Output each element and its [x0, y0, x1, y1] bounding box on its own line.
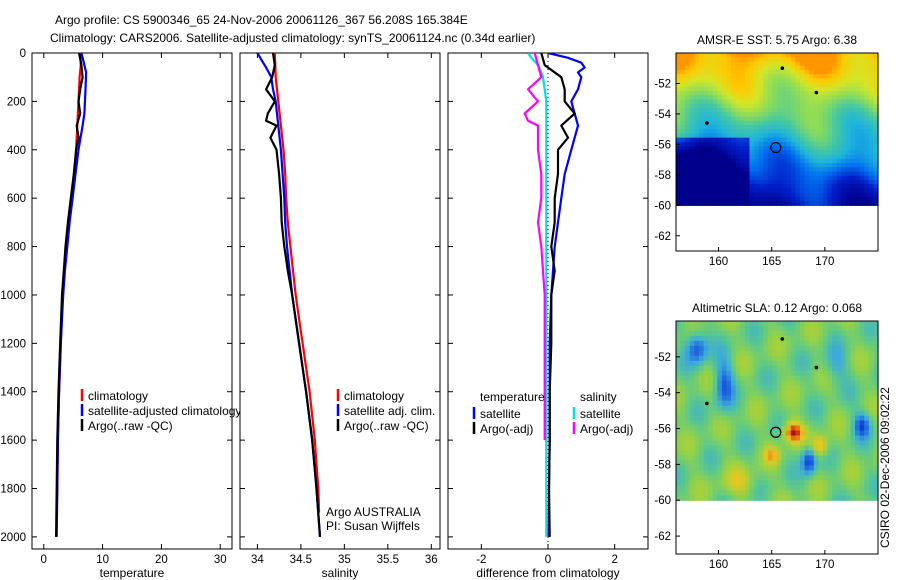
map-title: AMSR-E SST: 5.75 Argo: 6.38 [697, 33, 857, 47]
legend: temperaturesatelliteArgo(-adj)salinitysa… [472, 390, 633, 436]
axes-box [239, 52, 441, 550]
y-tick-label: -58 [654, 170, 671, 182]
x-tick-label: 160 [709, 559, 728, 571]
y-tick-label: 400 [7, 145, 26, 157]
axes-box [31, 52, 233, 550]
figure-title-line1: Argo profile: CS 5900346_65 24-Nov-2006 … [55, 13, 468, 27]
legend-label: satellite-adjusted climatology [88, 404, 241, 418]
argo-location-marker [770, 141, 782, 154]
island-marker [814, 365, 819, 370]
y-tick-label: -60 [654, 200, 671, 212]
x-tick-label: 170 [815, 559, 834, 571]
island-marker [780, 66, 785, 71]
island-marker [705, 401, 709, 406]
y-tick-label: 800 [7, 242, 26, 254]
map-panel-sst_map: 160 165 170 -52 -54 -56 -58 -60 -62 AMSR-E SST: 5… [654, 33, 879, 268]
y-tick-label: -56 [654, 139, 671, 151]
timestamp-stamp: CSIRO 02-Dec-2006 09:02:22 [878, 387, 892, 548]
series-line-temperature-argo-adj- [540, 53, 576, 537]
series-group [256, 53, 322, 537]
legend-label: Argo(..raw -QC) [88, 419, 173, 433]
y-tick-label: 1600 [0, 435, 26, 447]
y-tick-label: 0 [20, 48, 26, 60]
heatmap-cells [676, 53, 879, 206]
x-axis-label: difference from climatology [476, 566, 619, 580]
x-tick-label: 160 [709, 256, 728, 268]
legend-label: Argo(-adj) [580, 422, 633, 436]
x-tick-label: 35.5 [377, 554, 399, 566]
y-tick-label: 2000 [0, 532, 26, 544]
legend-label: satellite [480, 407, 521, 421]
legend-label: satellite [580, 407, 621, 421]
y-tick-label: 1400 [0, 387, 26, 399]
y-tick-label: -60 [654, 495, 671, 507]
series-group [55, 53, 88, 537]
y-tick-label: 200 [7, 96, 26, 108]
legend-label: climatology [88, 389, 148, 403]
series-group [523, 53, 586, 537]
x-tick-label: 0 [41, 554, 47, 566]
island-marker [705, 121, 709, 125]
x-tick-label: -2 [476, 554, 486, 566]
y-tick-label: 1000 [0, 290, 26, 302]
series-line-salinity-argo-adj- [523, 53, 546, 441]
x-tick-label: 165 [762, 559, 781, 571]
x-tick-label: 34.5 [290, 554, 312, 566]
argo-location-marker [770, 426, 782, 438]
x-tick-label: 10 [96, 554, 109, 566]
x-tick-label: 30 [214, 554, 227, 566]
x-tick-label: 165 [762, 256, 781, 268]
legend-label: climatology [344, 389, 404, 403]
heatmap-cells [676, 321, 879, 501]
x-tick-label: 36 [425, 554, 438, 566]
axes-box [675, 52, 879, 252]
y-tick-label: -62 [654, 231, 671, 243]
y-tick-label: -54 [654, 109, 671, 121]
profile-panel-temperature: 0 10 20 30 0 200 400 600 800 1000 1200 1400 1600 1800… [0, 48, 241, 580]
x-tick-label: 2 [611, 554, 617, 566]
y-tick-label: -52 [654, 78, 671, 90]
map-panel-sla_map: 160 165 170 -52 -54 -56 -58 -60 -62 Altimetric SL… [654, 301, 879, 571]
axes-box [675, 320, 879, 555]
series-line-argo-raw-qc- [55, 53, 84, 537]
y-tick-label: 1200 [0, 338, 26, 350]
x-axis-label: salinity [322, 566, 359, 580]
x-tick-label: 0 [545, 554, 551, 566]
map-title: Altimetric SLA: 0.12 Argo: 0.068 [692, 301, 862, 315]
series-line-argo-raw-qc- [265, 53, 322, 537]
y-tick-label: -56 [654, 424, 671, 436]
y-tick-label: -52 [654, 352, 671, 364]
x-axis-label: temperature [100, 566, 165, 580]
series-line-climatology [273, 53, 321, 513]
y-tick-label: 600 [7, 193, 26, 205]
legend-label: satellite adj. clim. [344, 404, 435, 418]
annotation-text: PI: Susan Wijffels [326, 519, 420, 533]
annotation-text: Argo AUSTRALIA [326, 505, 421, 519]
x-tick-label: 170 [815, 256, 834, 268]
x-tick-label: 35 [338, 554, 351, 566]
x-tick-label: 34 [251, 554, 264, 566]
figure-title-line2: Climatology: CARS2006. Satellite-adjuste… [50, 31, 535, 45]
island-marker [814, 90, 819, 95]
y-tick-label: -54 [654, 388, 671, 400]
y-tick-label: -62 [654, 531, 671, 543]
legend-label: Argo(-adj) [480, 422, 533, 436]
legend-label: Argo(..raw -QC) [344, 419, 429, 433]
y-tick-label: 1800 [0, 484, 26, 496]
legend-heading: temperature [480, 390, 545, 404]
y-tick-label: -58 [654, 459, 671, 471]
legend-heading: salinity [580, 390, 617, 404]
x-tick-label: 20 [155, 554, 168, 566]
profile-panel-salinity: 34 34.5 35 35.5 36 salinity climatologysatelli… [239, 52, 441, 580]
island-marker [780, 337, 785, 341]
